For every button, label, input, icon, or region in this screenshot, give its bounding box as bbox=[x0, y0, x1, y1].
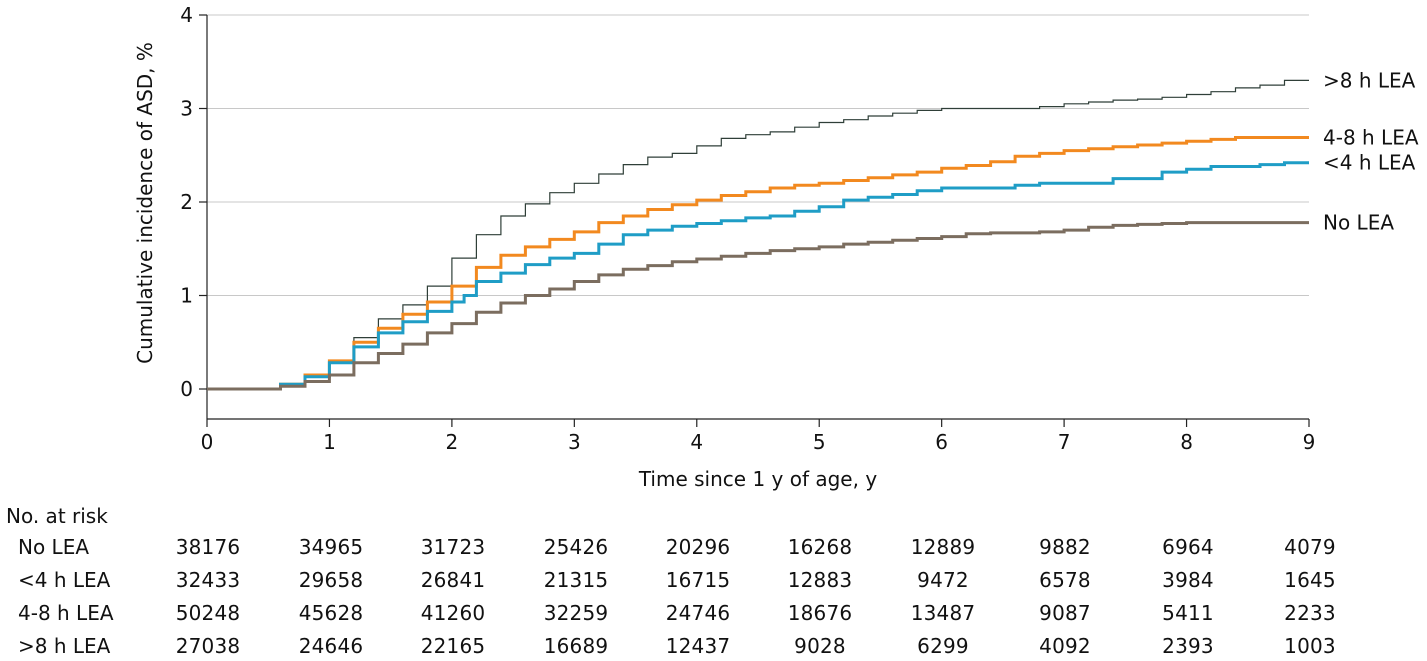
risk-cell: 16715 bbox=[665, 568, 731, 592]
risk-cell: 32259 bbox=[543, 601, 609, 625]
risk-cell: 3984 bbox=[1162, 568, 1214, 592]
x-tick-label: 4 bbox=[690, 430, 703, 454]
risk-row-label: 4-8 h LEA bbox=[18, 601, 114, 625]
gridlines bbox=[207, 14, 1309, 296]
risk-cell: 2233 bbox=[1284, 601, 1336, 625]
risk-cell: 1003 bbox=[1284, 634, 1336, 658]
x-tick-label: 3 bbox=[568, 430, 581, 454]
risk-cell: 4079 bbox=[1284, 535, 1336, 559]
risk-cell: 6964 bbox=[1162, 535, 1214, 559]
cumulative-incidence-chart: 0 1 2 3 4 0 1 2 3 4 5 6 7 8 9 >8 h LEA 4-8 h LEA<4 h LE… bbox=[133, 3, 1419, 491]
risk-cell: 31723 bbox=[420, 535, 486, 559]
series-label: >8 h LEA bbox=[1323, 68, 1416, 92]
risk-cell: 2393 bbox=[1162, 634, 1214, 658]
risk-cell: 4092 bbox=[1039, 634, 1091, 658]
risk-cell: 12437 bbox=[665, 634, 731, 658]
y-axis-title: Cumulative incidence of ASD, % bbox=[133, 42, 157, 364]
risk-cell: 12889 bbox=[910, 535, 976, 559]
risk-cell: 20296 bbox=[665, 535, 731, 559]
risk-cell: 16689 bbox=[543, 634, 609, 658]
risk-cell: 24746 bbox=[665, 601, 731, 625]
risk-cell: 38176 bbox=[175, 535, 241, 559]
y-tick-label: 4 bbox=[180, 3, 193, 27]
risk-row-label: <4 h LEA bbox=[18, 568, 111, 592]
series-line--4-h-lea bbox=[207, 161, 1309, 391]
series-line-no-lea bbox=[207, 221, 1309, 391]
series-label: <4 h LEA bbox=[1323, 151, 1416, 175]
risk-cell: 26841 bbox=[420, 568, 486, 592]
risk-cell: 45628 bbox=[298, 601, 364, 625]
risk-cell: 5411 bbox=[1162, 601, 1214, 625]
series-label: 4-8 h LEA bbox=[1323, 125, 1419, 149]
risk-cell: 50248 bbox=[175, 601, 241, 625]
series-label: No LEA bbox=[1323, 211, 1394, 235]
x-tick-label: 2 bbox=[446, 430, 459, 454]
y-tick-label: 2 bbox=[180, 190, 193, 214]
risk-cell: 22165 bbox=[420, 634, 486, 658]
series-line-4-8-h-lea bbox=[207, 136, 1309, 391]
x-tick-label: 9 bbox=[1303, 430, 1316, 454]
risk-cell: 27038 bbox=[175, 634, 241, 658]
risk-cell: 6299 bbox=[917, 634, 969, 658]
x-axis-title: Time since 1 y of age, y bbox=[638, 467, 877, 491]
series-line--8-h-lea bbox=[207, 79, 1309, 390]
risk-cell: 41260 bbox=[420, 601, 486, 625]
risk-cell: 29658 bbox=[298, 568, 364, 592]
series-labels: >8 h LEA 4-8 h LEA<4 h LEA No LEA bbox=[1323, 68, 1419, 234]
y-tick-label: 3 bbox=[180, 97, 193, 121]
x-tick-label: 7 bbox=[1058, 430, 1071, 454]
risk-cell: 13487 bbox=[910, 601, 976, 625]
risk-cell: 25426 bbox=[543, 535, 609, 559]
risk-row-label: No LEA bbox=[18, 535, 90, 559]
risk-cell: 16268 bbox=[787, 535, 853, 559]
axes: 0 1 2 3 4 0 1 2 3 4 5 6 7 8 9 bbox=[180, 3, 1315, 454]
risk-cell: 34965 bbox=[298, 535, 364, 559]
x-tick-label: 8 bbox=[1180, 430, 1193, 454]
risk-cell: 9087 bbox=[1039, 601, 1091, 625]
risk-cell: 32433 bbox=[175, 568, 241, 592]
x-tick-label: 0 bbox=[201, 430, 214, 454]
x-tick-label: 6 bbox=[935, 430, 948, 454]
risk-row-label: >8 h LEA bbox=[18, 634, 111, 658]
risk-cell: 21315 bbox=[543, 568, 609, 592]
x-tick-label: 1 bbox=[323, 430, 336, 454]
risk-cell: 9028 bbox=[794, 634, 846, 658]
risk-cell: 12883 bbox=[787, 568, 853, 592]
risk-cell: 6578 bbox=[1039, 568, 1091, 592]
risk-cell: 9472 bbox=[917, 568, 969, 592]
y-tick-label: 0 bbox=[180, 377, 193, 401]
risk-table-title: No. at risk bbox=[6, 504, 108, 528]
risk-cell: 18676 bbox=[787, 601, 853, 625]
risk-cell: 9882 bbox=[1039, 535, 1091, 559]
risk-cell: 24646 bbox=[298, 634, 364, 658]
y-tick-label: 1 bbox=[180, 284, 193, 308]
x-tick-label: 5 bbox=[813, 430, 826, 454]
series-lines bbox=[207, 79, 1309, 391]
risk-cell: 1645 bbox=[1284, 568, 1336, 592]
